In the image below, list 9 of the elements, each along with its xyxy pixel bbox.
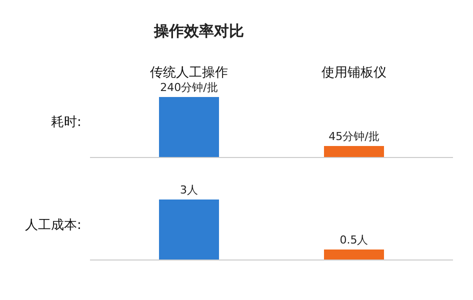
chart-title: 操作效率对比 (153, 22, 244, 40)
x-tick-label: 传统人工操作 (150, 65, 228, 80)
y-axis-title: 耗时: (51, 115, 82, 130)
data-label: 45分钟/批 (328, 130, 380, 143)
data-label: 240分钟/批 (160, 81, 218, 94)
x-tick-label: 使用铺板仪 (322, 65, 386, 80)
data-label: 3人 (180, 184, 198, 197)
y-axis-title: 人工成本: (25, 218, 82, 233)
data-label: 0.5人 (340, 234, 368, 247)
